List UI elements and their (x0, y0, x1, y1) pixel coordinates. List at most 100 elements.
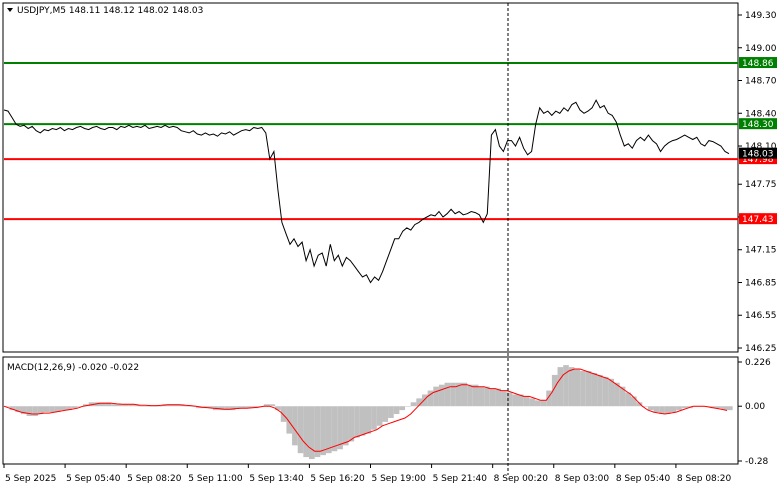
level-tag (739, 57, 777, 69)
level-lines[interactable]: 148.86 148.30 147.98 147.43 (4, 57, 777, 225)
macd-histogram-bar (410, 402, 417, 407)
macd-title: MACD(12,26,9) -0.020 -0.022 (7, 363, 139, 373)
price-tick-label: 148.70 (745, 77, 777, 87)
macd-histogram-bar (263, 404, 270, 407)
price-line (3, 99, 730, 284)
macd-histogram-bar (467, 384, 473, 407)
macd-histogram-bar (354, 406, 360, 438)
price-tick-label: 149.00 (745, 44, 777, 54)
macd-histogram-bar (128, 404, 134, 407)
macd-histogram-bar (647, 406, 654, 411)
macd-histogram-bar (241, 406, 247, 409)
macd-histogram-bar (371, 406, 377, 430)
time-tick-label: 5 Sep 08:20 (127, 474, 182, 484)
macd-histogram-bar (156, 406, 163, 407)
macd-histogram-bar (546, 390, 552, 407)
time-tick-label: 5 Sep 19:00 (372, 474, 427, 484)
macd-histogram-bar (111, 404, 117, 407)
price-pane[interactable] (2, 2, 739, 353)
macd-histogram-bar (551, 374, 558, 407)
macd-histogram-bar (501, 390, 507, 407)
macd-histogram-bar (376, 406, 383, 426)
macd-histogram-bar (461, 382, 468, 407)
time-tick-label: 8 Sep 05:40 (616, 474, 671, 484)
price-tick-label: 146.25 (745, 344, 777, 354)
macd-histogram-bar (173, 404, 180, 407)
macd-histogram-bar (9, 406, 16, 411)
price-tick-label: 146.85 (745, 278, 777, 288)
macd-signal-line (3, 368, 728, 452)
macd-histogram-bar (320, 406, 326, 456)
price-tick-label: 148.40 (745, 109, 777, 119)
macd-histogram-bar (66, 406, 72, 411)
macd-histogram-bar (472, 384, 479, 407)
macd-histogram-bar (275, 406, 281, 411)
macd-histogram-bar (636, 402, 643, 407)
macd-histogram-bar (444, 382, 451, 407)
price-tick-label: 147.15 (745, 246, 777, 256)
time-tick-label: 8 Sep 08:20 (677, 474, 732, 484)
macd-histogram-bar (399, 406, 406, 411)
macd-tick-label: -0.28 (745, 457, 769, 467)
macd-histogram-bar (416, 398, 422, 407)
price-tick-label: 146.55 (745, 311, 777, 321)
macd-histogram-bar (625, 392, 631, 407)
price-tick-label: 148.10 (745, 142, 777, 152)
macd-histogram-bar (20, 406, 27, 415)
time-axis: 5 Sep 2025 5 Sep 05:40 5 Sep 08:20 5 Sep 11… (3, 464, 732, 484)
macd-histogram-bar (331, 406, 338, 452)
macd-histogram-bar (246, 406, 253, 409)
macd-histogram-bar (4, 406, 10, 407)
macd-histogram-bar (512, 394, 519, 407)
macd-histogram-bar (150, 406, 157, 407)
macd-histogram-bar (421, 394, 428, 407)
macd-histogram-bar (309, 406, 315, 460)
macd-histogram-bar (37, 406, 44, 415)
macd-histogram-bar (15, 406, 21, 413)
macd-histogram-bar (591, 372, 598, 407)
macd-tick-label: 0.226 (745, 358, 771, 368)
time-tick-label: 5 Sep 16:20 (310, 474, 365, 484)
macd-histogram-bar (597, 374, 603, 407)
level-tag (739, 118, 777, 130)
time-tick-label: 5 Sep 2025 (5, 474, 56, 484)
macd-histogram-bar (568, 367, 575, 407)
macd-histogram-bar (60, 406, 67, 411)
macd-histogram-bar (484, 386, 490, 407)
macd-histogram-bar (664, 406, 671, 415)
time-tick-label: 8 Sep 00:20 (494, 474, 549, 484)
macd-histogram-bar (619, 386, 626, 407)
macd-histogram-bar (235, 406, 242, 409)
macd-histogram-bar (433, 386, 439, 407)
macd-histogram-bar (653, 406, 660, 413)
macd-histogram-bar (630, 396, 637, 407)
macd-histogram-bar (71, 406, 78, 409)
macd-histogram-bar (286, 406, 293, 434)
macd-histogram-bar (26, 406, 33, 416)
time-tick-label: 5 Sep 21:40 (433, 474, 488, 484)
macd-histogram-bar (337, 406, 343, 450)
macd-histogram-bar (122, 404, 129, 407)
macd-histogram-bar (563, 365, 569, 407)
current-price-tag: 148.03 (739, 147, 777, 160)
triangle-down-icon[interactable] (7, 8, 13, 12)
macd-histogram-bar (43, 406, 50, 413)
macd-histogram-bar (715, 406, 722, 409)
time-tick-label: 5 Sep 13:40 (249, 474, 304, 484)
macd-histogram-bar (218, 406, 225, 411)
macd-histogram-bar (297, 406, 304, 454)
level-tag (739, 213, 777, 225)
macd-histogram-bar (105, 402, 112, 407)
macd-histogram-bar (427, 390, 434, 407)
macd-histogram-bar (534, 400, 541, 407)
macd-histogram-bar (438, 384, 445, 407)
macd-histogram-bar (359, 406, 366, 436)
macd-histogram-bar (342, 406, 349, 446)
macd-histogram-bar (585, 371, 592, 407)
level-tag-label: 148.86 (742, 59, 774, 69)
level-tag-label: 147.98 (742, 155, 774, 165)
level-tag-label: 147.43 (742, 215, 774, 225)
svg-text:148.03: 148.03 (742, 150, 774, 160)
macd-histogram-bar (139, 406, 146, 407)
